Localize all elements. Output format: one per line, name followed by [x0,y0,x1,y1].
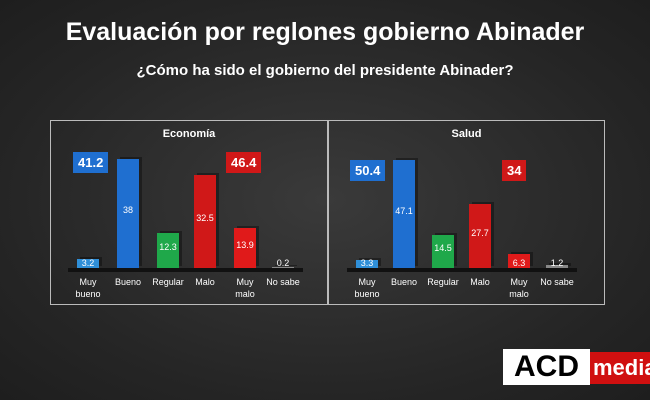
summary-box: 50.4 [350,160,386,181]
category-label: Malo [470,277,490,287]
panel-title: Salud [451,128,482,140]
category-label: No sabe [540,277,574,287]
category-label: Regular [152,277,184,287]
value-label: 32.5 [196,213,214,224]
baseline [347,268,577,272]
logo-left: ACD [503,349,590,385]
title: Evaluación por reglones gobierno Abinade… [65,18,585,46]
category-label: Muy bueno [354,277,380,299]
bar [508,253,530,268]
value-label: 14.5 [434,243,452,254]
bar [432,234,454,268]
value-label: 13.9 [236,240,254,251]
value-label: 3.2 [81,258,95,268]
bar [546,265,568,268]
bar [393,159,415,268]
bar [157,232,179,268]
panel [328,120,605,305]
category-label: Malo [195,277,215,287]
summary-box: 41.2 [73,152,109,173]
logo-right: media [590,352,650,384]
bar [356,260,378,268]
panel [50,120,328,305]
category-label: Muy malo [509,277,529,299]
baseline [68,268,303,272]
bar [194,174,216,268]
summary-box: 34 [502,160,527,181]
bar [77,258,99,268]
category-label: No sabe [266,277,300,287]
bar [469,204,491,268]
bar [117,158,139,268]
category-label: Muy malo [235,277,255,299]
value-label: 47.1 [395,205,413,216]
value-label: 27.7 [471,228,489,239]
value-label: 3.3 [360,258,374,268]
panel-title: Economía [162,128,216,140]
summary-box: 46.4 [226,152,262,173]
bar [234,228,256,268]
value-label: 38 [122,205,133,216]
value-label: 1.2 [550,258,564,268]
value-label: 6.3 [512,258,526,268]
category-label: Bueno [390,277,418,287]
category-label: Bueno [114,277,142,287]
category-label: Regular [427,277,459,287]
subtitle: ¿Cómo ha sido el gobierno del presidente… [136,62,514,79]
value-label: 12.3 [159,242,177,253]
bar [272,267,294,268]
value-label: 0.2 [276,258,290,268]
category-label: Muy bueno [75,277,101,299]
